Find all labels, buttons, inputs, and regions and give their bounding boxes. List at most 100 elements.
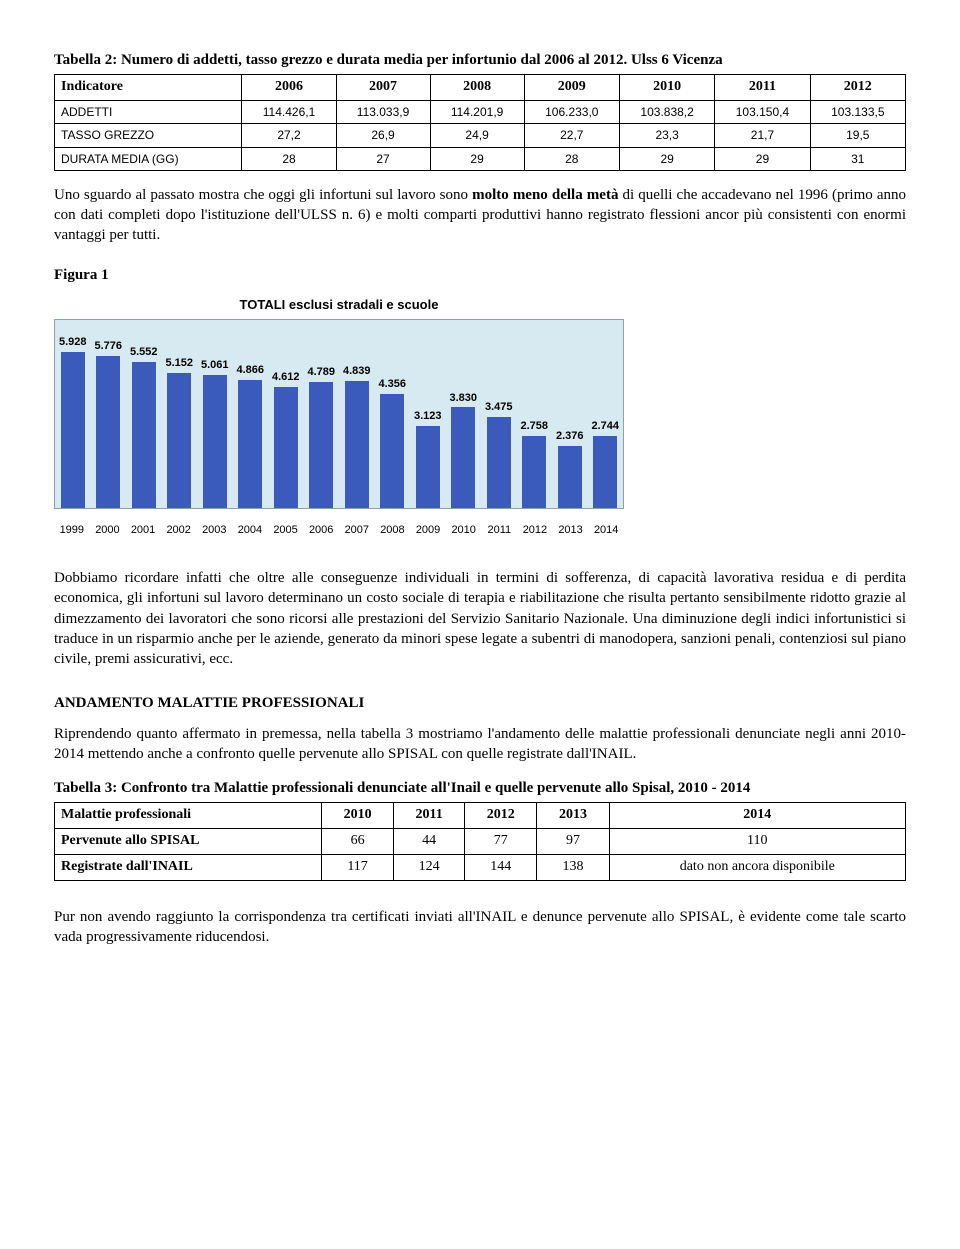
chart-bar-label: 5.928	[53, 335, 93, 350]
chart-bar	[416, 426, 440, 508]
table-cell: 27	[336, 147, 430, 170]
table-cell: 23,3	[619, 124, 714, 147]
table3-header: Malattie professionali	[55, 803, 322, 829]
table-cell: 66	[321, 829, 393, 855]
paragraph-3: Riprendendo quanto affermato in premessa…	[54, 724, 906, 765]
table-cell: 114.426,1	[242, 101, 336, 124]
chart-bar-label: 5.152	[159, 356, 199, 371]
chart-bar	[558, 446, 582, 509]
table-cell: 26,9	[336, 124, 430, 147]
chart-bar	[522, 436, 546, 509]
chart-bar-label: 4.839	[337, 364, 377, 379]
paragraph-1: Uno sguardo al passato mostra che oggi g…	[54, 185, 906, 246]
xaxis-tick: 2003	[197, 523, 233, 538]
table2-header: 2011	[715, 75, 810, 101]
chart-bar-label: 4.789	[301, 365, 341, 380]
chart-bar	[487, 417, 511, 509]
table3-header: 2010	[321, 803, 393, 829]
table-cell: 103.838,2	[619, 101, 714, 124]
table-cell: 103.150,4	[715, 101, 810, 124]
table2-header: 2009	[524, 75, 619, 101]
table-cell: 21,7	[715, 124, 810, 147]
chart-bar	[593, 436, 617, 508]
chart-bar-label: 3.475	[479, 400, 519, 415]
table-cell: 29	[430, 147, 524, 170]
table2-header: 2006	[242, 75, 336, 101]
section-malattie-title: ANDAMENTO MALATTIE PROFESSIONALI	[54, 693, 906, 713]
table2-header: 2008	[430, 75, 524, 101]
table-cell: TASSO GREZZO	[55, 124, 242, 147]
chart-bar	[61, 352, 85, 508]
xaxis-tick: 2005	[268, 523, 304, 538]
table-row: Pervenute allo SPISAL66447797110	[55, 829, 906, 855]
table-cell: DURATA MEDIA (GG)	[55, 147, 242, 170]
figure1-label: Figura 1	[54, 265, 906, 285]
table-cell: 27,2	[242, 124, 336, 147]
table-cell: 114.201,9	[430, 101, 524, 124]
table-cell: 19,5	[810, 124, 905, 147]
xaxis-tick: 1999	[54, 523, 90, 538]
chart-bar-label: 5.552	[124, 345, 164, 360]
xaxis-tick: 2002	[161, 523, 197, 538]
table-cell: 117	[321, 855, 393, 881]
xaxis-tick: 2008	[375, 523, 411, 538]
chart-bar	[345, 381, 369, 508]
table3: Malattie professionali201020112012201320…	[54, 802, 906, 881]
table-cell: 28	[242, 147, 336, 170]
table2: Indicatore2006200720082009201020112012 A…	[54, 74, 906, 170]
table2-caption: Tabella 2: Numero di addetti, tasso grez…	[54, 50, 906, 70]
chart-bar-label: 2.758	[514, 419, 554, 434]
xaxis-tick: 2007	[339, 523, 375, 538]
xaxis-tick: 2014	[588, 523, 624, 538]
table-cell: Registrate dall'INAIL	[55, 855, 322, 881]
xaxis-tick: 2010	[446, 523, 482, 538]
table-cell: 22,7	[524, 124, 619, 147]
chart-bar	[238, 380, 262, 508]
table-cell: 97	[537, 829, 609, 855]
chart-title: TOTALI esclusi stradali e scuole	[54, 296, 624, 314]
table-row: TASSO GREZZO27,226,924,922,723,321,719,5	[55, 124, 906, 147]
table3-header: 2013	[537, 803, 609, 829]
chart-xaxis: 1999200020012002200320042005200620072008…	[54, 523, 624, 538]
table-cell: 77	[465, 829, 537, 855]
table3-header: 2011	[394, 803, 465, 829]
xaxis-tick: 2009	[410, 523, 446, 538]
xaxis-tick: 2000	[90, 523, 126, 538]
xaxis-tick: 2001	[125, 523, 161, 538]
chart-bar	[167, 373, 191, 509]
table-cell: dato non ancora disponibile	[609, 855, 905, 881]
chart-bar-label: 2.376	[550, 429, 590, 444]
chart-bar-label: 4.866	[230, 363, 270, 378]
paragraph-2: Dobbiamo ricordare infatti che oltre all…	[54, 568, 906, 669]
table-cell: 124	[394, 855, 465, 881]
chart-bar-label: 3.830	[443, 391, 483, 406]
table3-header: 2012	[465, 803, 537, 829]
table2-header: 2012	[810, 75, 905, 101]
table2-header: 2007	[336, 75, 430, 101]
table-cell: 28	[524, 147, 619, 170]
chart-bar	[451, 407, 475, 508]
table-cell: 24,9	[430, 124, 524, 147]
chart-bar	[96, 356, 120, 508]
table2-header: Indicatore	[55, 75, 242, 101]
chart-bar-label: 5.061	[195, 358, 235, 373]
table-cell: 113.033,9	[336, 101, 430, 124]
chart-bar	[274, 387, 298, 508]
table-cell: 44	[394, 829, 465, 855]
table-row: Registrate dall'INAIL117124144138dato no…	[55, 855, 906, 881]
table-cell: 138	[537, 855, 609, 881]
chart-plot: 5.9285.7765.5525.1525.0614.8664.6124.789…	[54, 319, 624, 509]
chart-container: TOTALI esclusi stradali e scuole 5.9285.…	[54, 296, 624, 538]
chart-bar	[203, 375, 227, 508]
xaxis-tick: 2011	[482, 523, 518, 538]
table-cell: 144	[465, 855, 537, 881]
table-cell: 31	[810, 147, 905, 170]
chart-bar-label: 5.776	[88, 339, 128, 354]
table-cell: 106.233,0	[524, 101, 619, 124]
table-row: DURATA MEDIA (GG)28272928292931	[55, 147, 906, 170]
chart-bar-label: 3.123	[408, 409, 448, 424]
table-cell: ADDETTI	[55, 101, 242, 124]
chart-bar	[309, 382, 333, 508]
table3-caption: Tabella 3: Confronto tra Malattie profes…	[54, 778, 906, 798]
table-cell: 103.133,5	[810, 101, 905, 124]
